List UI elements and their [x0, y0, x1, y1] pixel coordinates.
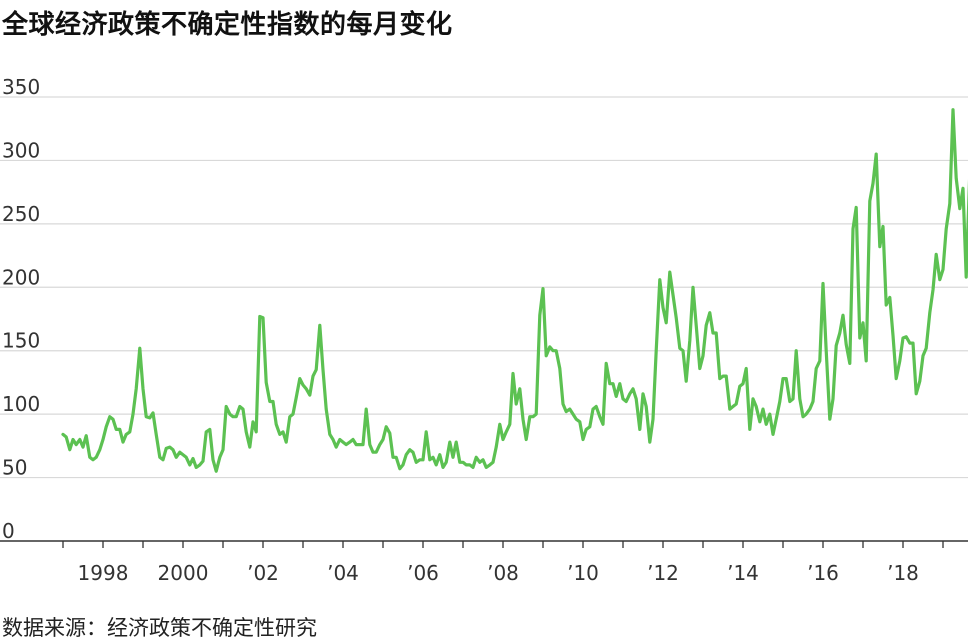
x-tick-label-2002: ’02: [247, 561, 279, 585]
series-line-0: [61, 108, 968, 473]
x-tick-label-2014: ’14: [727, 561, 759, 585]
y-tick-label-350: 350: [2, 75, 40, 99]
x-tick-label-2004: ’04: [327, 561, 359, 585]
x-tick-label-2008: ’08: [487, 561, 519, 585]
y-tick-label-250: 250: [2, 202, 40, 226]
x-tick-label-2000: 2000: [158, 561, 209, 585]
x-tick-label-1998: 1998: [78, 561, 129, 585]
y-tick-label-150: 150: [2, 329, 40, 353]
x-tick-label-2006: ’06: [407, 561, 439, 585]
x-tick-label-2012: ’12: [647, 561, 679, 585]
y-tick-label-100: 100: [2, 392, 40, 416]
source-note: 数据来源：经济政策不确定性研究: [2, 616, 317, 640]
y-tick-label-0: 0: [2, 519, 15, 543]
gridlines: [0, 96, 968, 479]
y-axis-labels: 0 50 100 150 200 250 300 350: [2, 75, 40, 543]
x-tick-label-2010: ’10: [567, 561, 599, 585]
series-group: [61, 108, 968, 473]
x-axis: 1998 2000 ’02 ’04 ’06 ’08 ’10 ’12 ’14 ’16 ’18: [0, 540, 968, 585]
x-tick-label-2018: ’18: [887, 561, 919, 585]
y-tick-label-200: 200: [2, 265, 40, 289]
y-tick-label-300: 300: [2, 138, 40, 162]
x-tick-label-2016: ’16: [807, 561, 839, 585]
y-tick-label-50: 50: [2, 456, 27, 480]
chart-title: 全球经济政策不确定性指数的每月变化: [2, 10, 453, 40]
